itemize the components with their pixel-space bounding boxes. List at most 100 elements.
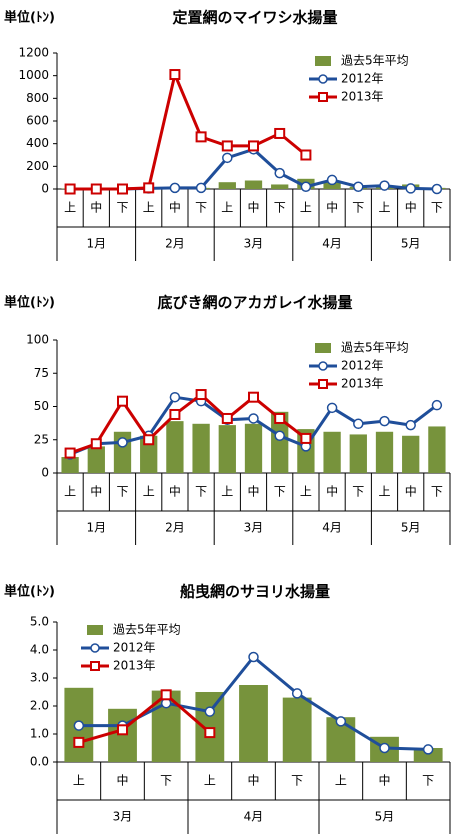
- y-tick-label: 0: [41, 466, 49, 480]
- x-tick-label: 下: [352, 485, 364, 499]
- bar: [349, 434, 367, 473]
- legend-swatch: [87, 625, 103, 635]
- x-tick-label: 中: [405, 484, 417, 499]
- bar: [271, 411, 289, 473]
- y-tick-label: 100: [26, 333, 49, 347]
- marker: [379, 415, 390, 427]
- marker: [90, 438, 102, 450]
- x-tick-label: 中: [169, 200, 181, 215]
- bar: [87, 446, 105, 473]
- bar: [244, 423, 263, 473]
- x-tick-label: 上: [73, 774, 85, 788]
- marker: [379, 180, 390, 191]
- legend-label: 過去5年平均: [113, 623, 181, 637]
- bar: [166, 421, 184, 473]
- legend-marker: [90, 661, 100, 671]
- group-label: 5月: [401, 237, 421, 251]
- marker: [291, 688, 303, 699]
- group-label: 5月: [375, 810, 395, 824]
- x-tick-label: 下: [431, 485, 443, 499]
- marker: [335, 716, 347, 727]
- legend-swatch: [315, 56, 331, 66]
- marker: [204, 727, 216, 739]
- marker: [169, 182, 181, 194]
- group-label: 3月: [113, 810, 133, 824]
- marker: [222, 152, 233, 164]
- marker: [221, 140, 233, 152]
- marker: [274, 412, 286, 424]
- x-tick-label: 下: [291, 774, 303, 788]
- marker: [431, 399, 443, 411]
- marker: [90, 183, 102, 195]
- legend-marker: [318, 92, 328, 102]
- line: [69, 392, 307, 455]
- x-tick-label: 中: [90, 484, 102, 499]
- marker: [248, 140, 259, 152]
- marker: [326, 174, 338, 186]
- marker: [405, 183, 416, 194]
- legend-marker: [90, 643, 100, 653]
- x-tick-label: 中: [247, 773, 259, 788]
- y-tick-label: 2.0: [30, 699, 49, 713]
- marker: [64, 183, 76, 195]
- y-tick-label: 1.0: [30, 727, 49, 741]
- bar: [195, 692, 225, 762]
- marker: [300, 432, 312, 444]
- x-tick-label: 下: [116, 485, 128, 499]
- marker: [117, 724, 128, 736]
- unit-label: 単位(ﾄﾝ): [4, 10, 55, 26]
- y-tick-label: 0: [41, 182, 49, 196]
- legend-label: 過去5年平均: [341, 341, 409, 355]
- group-label: 2月: [165, 521, 185, 535]
- group-label: 4月: [322, 521, 342, 535]
- x-tick-label: 中: [405, 200, 417, 215]
- line: [78, 692, 211, 744]
- legend-label: 2012年: [113, 641, 156, 655]
- y-tick-label: 1000: [18, 68, 49, 82]
- marker: [160, 689, 172, 701]
- y-tick-label: 50: [34, 399, 49, 413]
- legend-label: 2012年: [341, 359, 384, 373]
- x-tick-label: 中: [90, 200, 102, 215]
- marker: [204, 706, 216, 717]
- x-tick-label: 下: [195, 485, 207, 499]
- marker: [274, 430, 285, 442]
- x-tick-label: 上: [221, 485, 233, 499]
- y-tick-label: 200: [26, 159, 49, 173]
- bar: [413, 748, 443, 762]
- x-tick-label: 上: [143, 201, 155, 215]
- x-tick-label: 上: [378, 201, 390, 215]
- x-tick-label: 下: [352, 201, 364, 215]
- x-tick-label: 上: [335, 774, 347, 788]
- chart-title: 底びき網のアカガレイ水揚量: [157, 294, 352, 312]
- bar: [375, 431, 394, 473]
- marker: [64, 447, 76, 459]
- legend-marker: [318, 361, 328, 371]
- marker: [169, 408, 181, 420]
- marker: [353, 418, 364, 430]
- marker: [353, 181, 364, 192]
- bar: [282, 697, 312, 762]
- x-tick-label: 下: [195, 201, 207, 215]
- legend-label: 2012年: [341, 72, 384, 86]
- bar: [218, 425, 236, 473]
- unit-label: 単位(ﾄﾝ): [4, 295, 55, 311]
- x-tick-label: 下: [160, 774, 172, 788]
- group-label: 5月: [401, 521, 421, 535]
- group-label: 4月: [322, 237, 342, 251]
- bar: [244, 180, 263, 189]
- marker: [195, 182, 207, 194]
- x-tick-label: 上: [143, 485, 155, 499]
- y-tick-label: 5.0: [30, 615, 49, 629]
- group-label: 3月: [244, 237, 264, 251]
- y-tick-label: 600: [26, 114, 49, 128]
- y-tick-label: 0.0: [30, 755, 49, 769]
- y-tick-label: 1200: [18, 46, 49, 60]
- unit-label: 単位(ﾄﾝ): [4, 584, 55, 600]
- y-tick-label: 4.0: [30, 643, 49, 657]
- y-tick-label: 3.0: [30, 671, 49, 685]
- y-tick-label: 400: [26, 136, 49, 150]
- marker: [431, 183, 443, 195]
- bar: [61, 457, 79, 473]
- x-tick-label: 中: [326, 484, 338, 499]
